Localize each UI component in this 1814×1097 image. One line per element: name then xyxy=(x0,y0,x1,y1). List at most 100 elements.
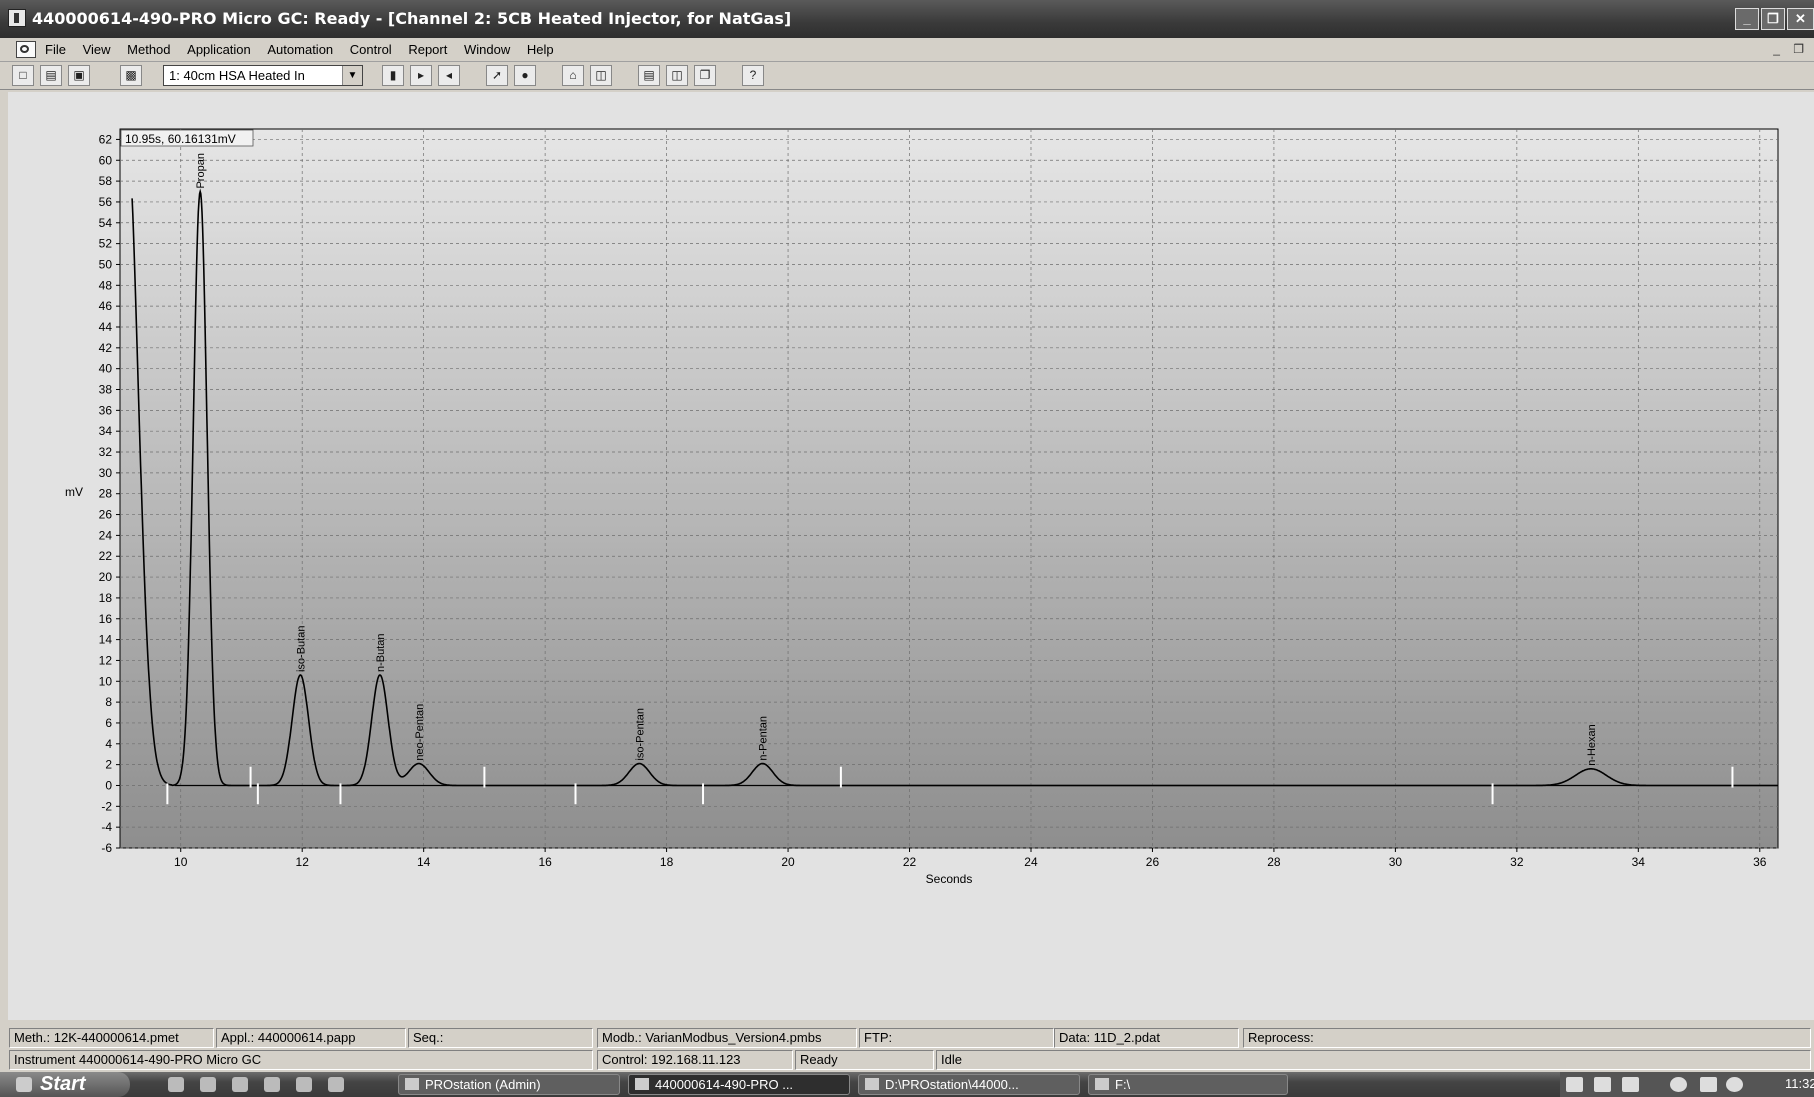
tile-horizontal-icon[interactable]: ▤ xyxy=(638,65,660,86)
y-tick-label: 48 xyxy=(99,278,113,292)
folder-icon xyxy=(1095,1078,1109,1090)
task-label: PROstation (Admin) xyxy=(425,1077,541,1092)
document-system-menu-icon[interactable] xyxy=(16,41,36,58)
menu-file[interactable]: File xyxy=(45,42,66,57)
document-minimize-button[interactable]: _ xyxy=(1773,42,1780,56)
quicklaunch-media-icon[interactable] xyxy=(232,1077,248,1092)
plot-area[interactable] xyxy=(119,128,1779,849)
x-tick-label: 32 xyxy=(1510,855,1524,869)
system-tray: 11:32 xyxy=(1560,1072,1814,1097)
open-folder-icon[interactable]: ▤ xyxy=(40,65,62,86)
upload-method-icon[interactable]: ▸ xyxy=(410,65,432,86)
x-tick-label: 28 xyxy=(1267,855,1281,869)
window-title: 440000614-490-PRO Micro GC: Ready - [Cha… xyxy=(32,9,792,28)
peak-label: n-Pentan xyxy=(758,716,770,761)
y-tick-label: -6 xyxy=(101,841,112,855)
menu-automation[interactable]: Automation xyxy=(267,42,334,57)
menu-control[interactable]: Control xyxy=(349,42,392,57)
y-tick-label: 22 xyxy=(99,549,113,563)
y-tick-label: 26 xyxy=(99,508,113,522)
app-icon[interactable] xyxy=(8,9,26,27)
task-prostation-admin[interactable]: PROstation (Admin) xyxy=(398,1074,620,1095)
y-tick-label: 2 xyxy=(105,758,112,772)
y-tick-label: 12 xyxy=(99,653,113,667)
x-tick-label: 12 xyxy=(296,855,310,869)
menu-view[interactable]: View xyxy=(82,42,111,57)
status-sequence: Seq.: xyxy=(408,1028,593,1048)
tray-network-icon[interactable] xyxy=(1622,1077,1639,1092)
x-axis: 10 12 14 16 18 20 22 24 26 28 30 32 34 36 xyxy=(174,848,1767,869)
stop-icon[interactable]: ● xyxy=(514,65,536,86)
status-ready: Ready xyxy=(795,1050,934,1070)
quicklaunch-ie-icon[interactable] xyxy=(168,1077,184,1092)
x-axis-label: Seconds xyxy=(926,872,973,886)
y-tick-label: 44 xyxy=(99,320,113,334)
y-tick-label: 16 xyxy=(99,612,113,626)
peak-label: Propan xyxy=(195,153,207,188)
y-tick-label: -4 xyxy=(101,820,112,834)
y-tick-label: 38 xyxy=(99,383,113,397)
menu-report[interactable]: Report xyxy=(408,42,448,57)
start-button[interactable]: Start xyxy=(0,1072,130,1097)
task-micro-gc[interactable]: 440000614-490-PRO ... xyxy=(628,1074,850,1095)
menu-bar: File View Method Application Automation … xyxy=(0,38,1814,62)
peak-label: iso-Pentan xyxy=(634,708,646,761)
print-icon[interactable]: ▩ xyxy=(120,65,142,86)
document-restore-button[interactable]: ❐ xyxy=(1793,42,1804,56)
status-instrument: Instrument 440000614-490-PRO Micro GC xyxy=(9,1050,593,1070)
context-help-icon[interactable]: ? xyxy=(742,65,764,86)
y-tick-label: 50 xyxy=(99,257,113,271)
menu-window[interactable]: Window xyxy=(463,42,511,57)
y-tick-label: 40 xyxy=(99,362,113,376)
y-tick-label: -2 xyxy=(101,799,112,813)
start-run-icon[interactable]: ➚ xyxy=(486,65,508,86)
cascade-windows-icon[interactable]: ❐ xyxy=(694,65,716,86)
restore-button[interactable]: ❐ xyxy=(1761,8,1785,30)
status-ftp: FTP: xyxy=(859,1028,1054,1048)
x-tick-label: 34 xyxy=(1632,855,1646,869)
download-method-icon[interactable]: ▮ xyxy=(382,65,404,86)
chromatogram-chart[interactable]: 6260585654525048464442403836343230282624… xyxy=(8,92,1814,1020)
y-tick-label: 30 xyxy=(99,466,113,480)
status-control-address: Control: 192.168.11.123 xyxy=(597,1050,793,1070)
x-tick-label: 26 xyxy=(1146,855,1160,869)
close-button[interactable]: ✕ xyxy=(1787,8,1814,30)
tray-app-icon[interactable] xyxy=(1566,1077,1583,1092)
grid-lines xyxy=(120,129,1778,849)
tray-sound-icon[interactable] xyxy=(1700,1077,1717,1092)
menu-help[interactable]: Help xyxy=(526,42,554,57)
y-tick-label: 46 xyxy=(99,299,113,313)
y-tick-label: 6 xyxy=(105,716,112,730)
quicklaunch-browser-icon[interactable] xyxy=(264,1077,280,1092)
y-tick-label: 58 xyxy=(99,174,113,188)
new-document-icon[interactable]: □ xyxy=(12,65,34,86)
status-bar-top: Meth.: 12K-440000614.pmet Appl.: 4400006… xyxy=(0,1027,1814,1049)
menu-application[interactable]: Application xyxy=(187,42,251,57)
quicklaunch-app-icon[interactable] xyxy=(328,1077,344,1092)
retrieve-method-icon[interactable]: ◂ xyxy=(438,65,460,86)
tray-shield-icon[interactable] xyxy=(1726,1077,1743,1092)
task-label: F:\ xyxy=(1115,1077,1131,1092)
home-icon[interactable]: ⌂ xyxy=(562,65,584,86)
chromatogram-window: 62 60 58 56 54 52 50 48 46 44 42 40 38 36 34 32 30 28 26 24… xyxy=(8,92,1814,1020)
y-tick-label: 62 xyxy=(99,132,113,146)
tile-vertical-icon[interactable]: ◫ xyxy=(666,65,688,86)
quicklaunch-player-icon[interactable] xyxy=(296,1077,312,1092)
y-tick-label: 14 xyxy=(99,633,113,647)
chevron-down-icon[interactable]: ▼ xyxy=(342,66,362,85)
status-reprocess: Reprocess: xyxy=(1243,1028,1811,1048)
y-tick-label: 36 xyxy=(99,403,113,417)
save-disk-icon[interactable]: ▣ xyxy=(68,65,90,86)
x-tick-label: 18 xyxy=(660,855,674,869)
quicklaunch-desktop-icon[interactable] xyxy=(200,1077,216,1092)
channel-select[interactable]: 1: 40cm HSA Heated In ▼ xyxy=(163,65,363,86)
menu-method[interactable]: Method xyxy=(127,42,171,57)
tray-back-icon[interactable] xyxy=(1670,1077,1687,1092)
y-tick-label: 60 xyxy=(99,153,113,167)
task-prostation-folder[interactable]: D:\PROstation\44000... xyxy=(858,1074,1080,1095)
taskbar: Start PROstation (Admin) 440000614-490-P… xyxy=(0,1072,1814,1097)
instrument-status-icon[interactable]: ◫ xyxy=(590,65,612,86)
minimize-button[interactable]: _ xyxy=(1735,8,1759,30)
task-f-drive-folder[interactable]: F:\ xyxy=(1088,1074,1288,1095)
tray-mail-icon[interactable] xyxy=(1594,1077,1611,1092)
